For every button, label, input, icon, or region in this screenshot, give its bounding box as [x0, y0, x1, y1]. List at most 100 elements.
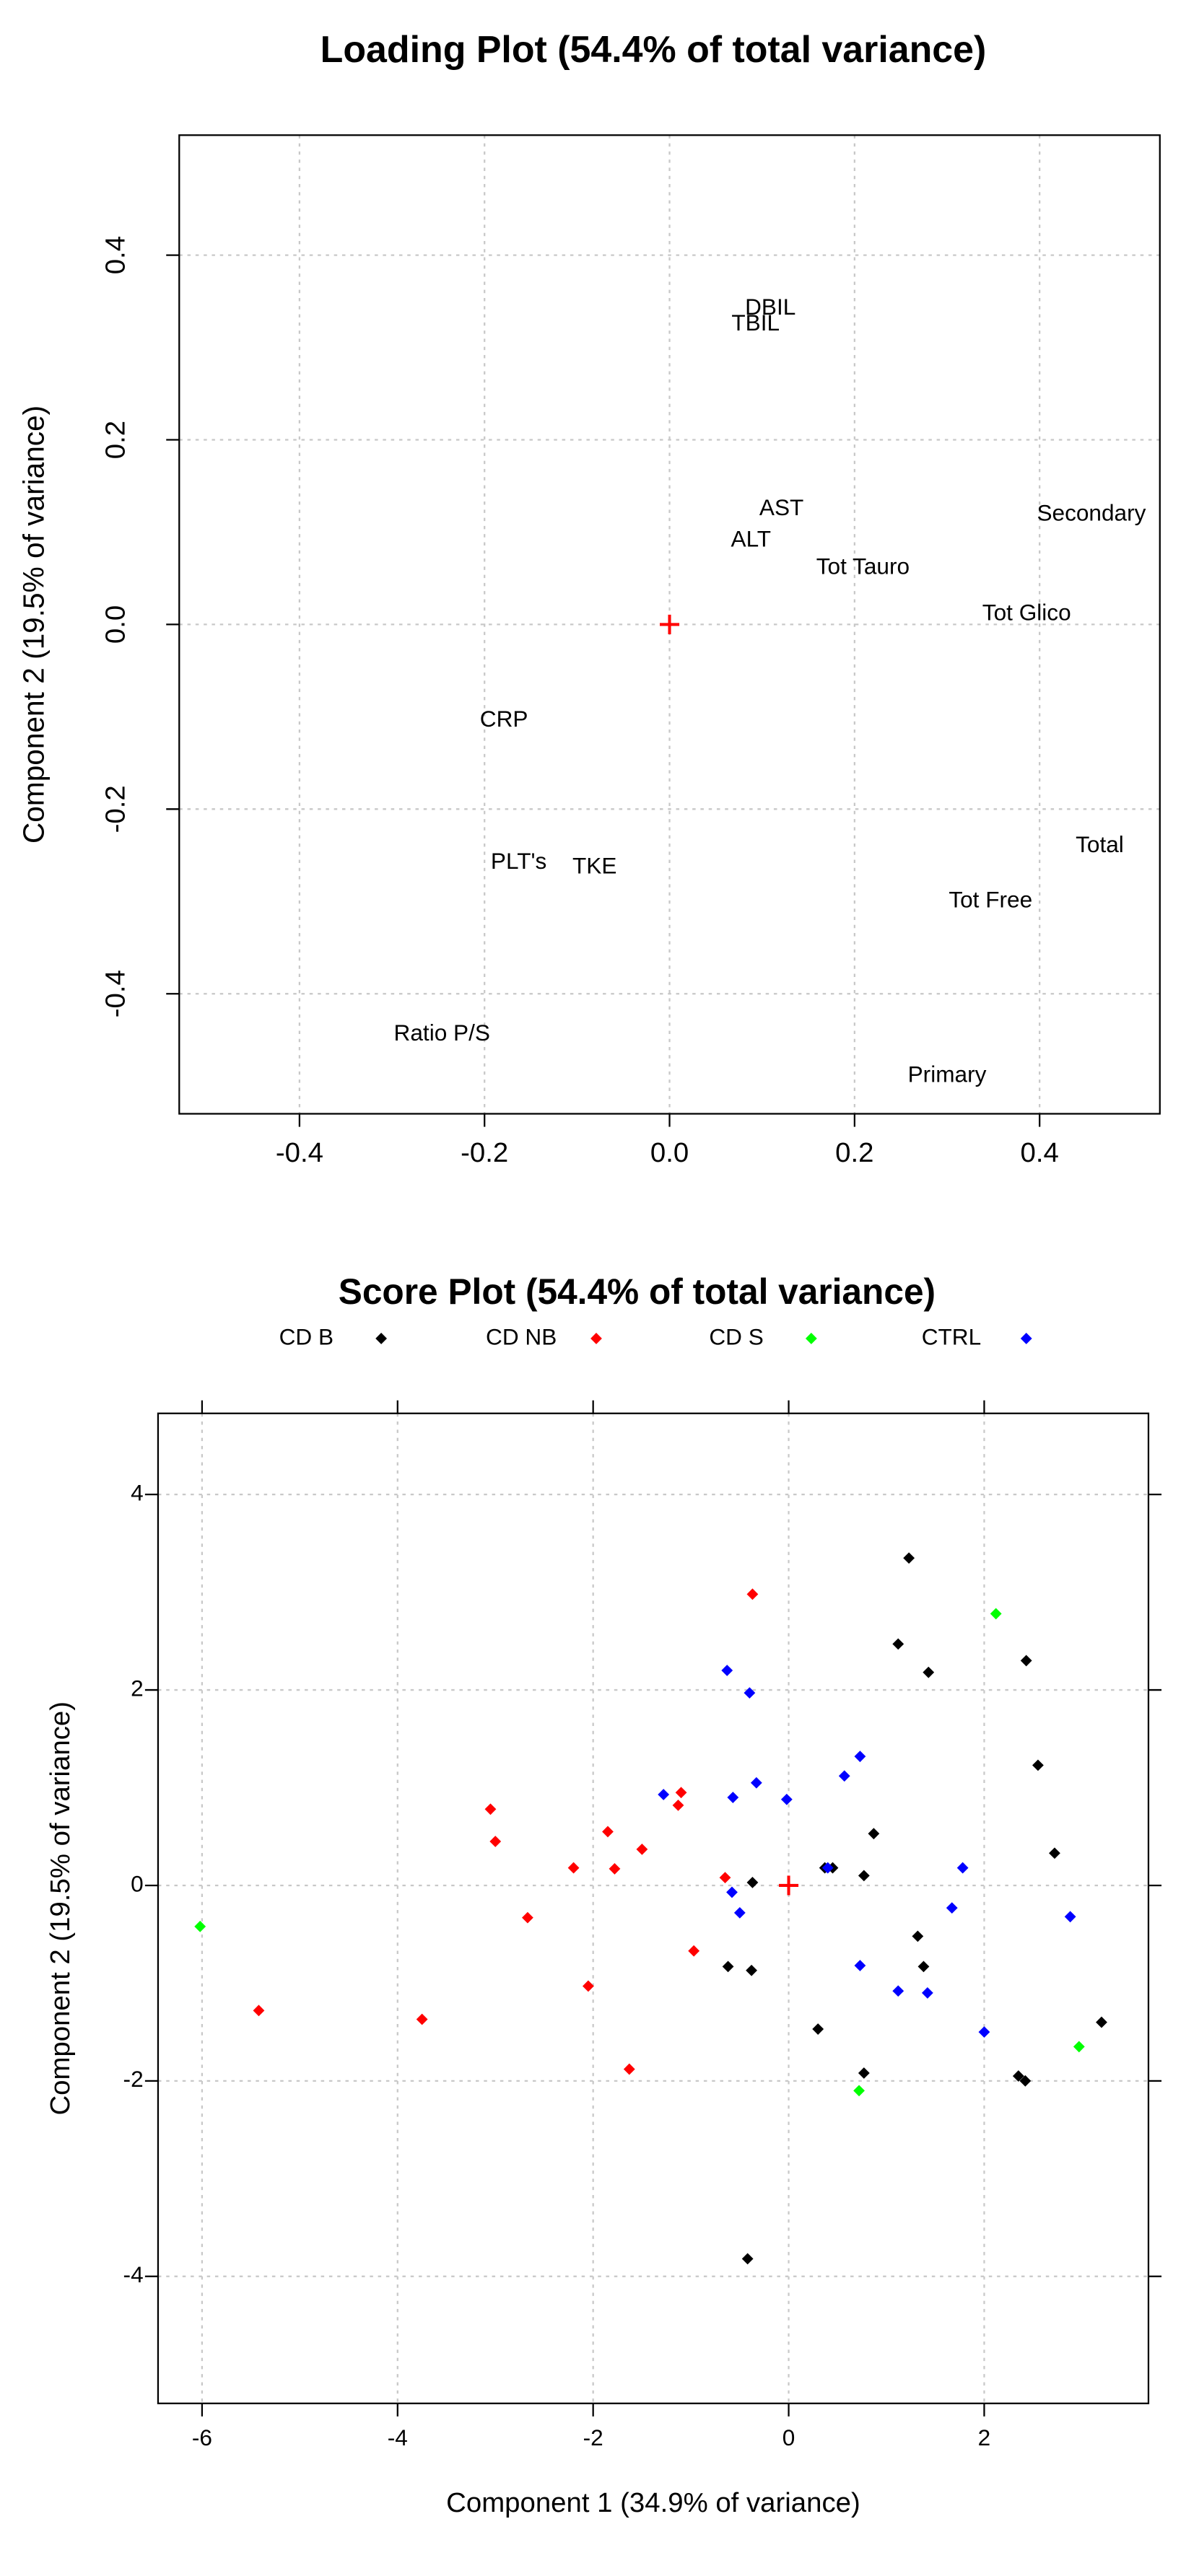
score-point — [416, 2013, 428, 2025]
score-plot: Score Plot (54.4% of total variance) Comp… — [45, 1271, 1162, 2518]
x-tick-label: 2 — [978, 2424, 991, 2450]
x-tick-label: 0 — [782, 2424, 795, 2450]
y-axis-label: Component 2 (19.5% of variance) — [45, 1701, 76, 2116]
score-point — [602, 1826, 614, 1838]
y-axis-label: Component 2 (19.5% of variance) — [17, 406, 50, 844]
y-tick-label: -2 — [123, 2066, 144, 2092]
loading-label: PLT's — [491, 848, 546, 874]
loading-label: TKE — [572, 852, 616, 878]
loading-label: TBIL — [731, 310, 780, 336]
score-point — [727, 1792, 739, 1803]
score-point — [868, 1828, 880, 1840]
score-point — [672, 1799, 684, 1811]
x-tick-label: -0.4 — [276, 1137, 323, 1168]
x-tick-label: -0.2 — [461, 1137, 508, 1168]
score-point — [921, 1987, 933, 1999]
score-point — [892, 1638, 904, 1650]
score-point — [658, 1789, 670, 1800]
score-point — [746, 1964, 757, 1976]
score-point — [812, 2023, 824, 2035]
loading-plot: Loading Plot (54.4% of total variance) Co… — [17, 28, 1161, 1281]
score-point — [746, 1588, 759, 1600]
y-tick-label: -4 — [123, 2261, 144, 2287]
score-point — [567, 1862, 580, 1874]
score-point — [688, 1945, 700, 1957]
legend-label: CTRL — [922, 1323, 981, 1349]
plot-frame — [178, 134, 1161, 1115]
x-tick-label: 0.2 — [835, 1137, 873, 1168]
score-point — [858, 1870, 870, 1882]
score-point — [1019, 2075, 1032, 2087]
score-point — [854, 1960, 866, 1971]
loading-label: Secondary — [1037, 500, 1146, 526]
plot-frame — [157, 1412, 1150, 2404]
score-point — [726, 1886, 738, 1898]
x-axis-label: Component 1 (34.9% of variance) — [446, 2487, 860, 2518]
score-point — [722, 1961, 734, 1973]
score-point — [741, 2253, 754, 2265]
score-point — [746, 1876, 759, 1888]
chart-title: Score Plot (54.4% of total variance) — [339, 1271, 936, 1312]
score-point — [194, 1920, 206, 1932]
score-point — [721, 1665, 733, 1676]
score-point — [253, 2005, 265, 2017]
legend-label: CD B — [279, 1323, 333, 1349]
score-point — [956, 1862, 969, 1874]
y-tick-label: 0 — [131, 1870, 144, 1896]
score-point — [484, 1803, 497, 1815]
score-point — [892, 1985, 904, 1997]
score-point — [719, 1872, 731, 1884]
score-point — [946, 1902, 958, 1914]
score-point — [1032, 1759, 1044, 1771]
score-point — [903, 1552, 915, 1564]
score-point — [489, 1836, 502, 1847]
legend-marker — [375, 1333, 388, 1344]
loading-label: AST — [759, 494, 803, 520]
score-point — [583, 1980, 594, 1992]
score-point — [780, 1793, 793, 1805]
legend-label: CD NB — [486, 1323, 557, 1349]
x-tick-label: 0.4 — [1021, 1137, 1059, 1168]
legend-marker — [805, 1333, 817, 1344]
score-point — [609, 1863, 621, 1875]
y-tick-label: 4 — [131, 1480, 144, 1506]
x-tick-label: -6 — [192, 2424, 212, 2450]
x-axis-label: Component 1 (34.9% of variance) — [450, 1248, 889, 1281]
y-tick-label: -0.4 — [100, 970, 131, 1017]
loading-label: Total — [1076, 831, 1124, 857]
legend-marker — [590, 1333, 602, 1344]
y-tick-label: -0.2 — [100, 785, 131, 833]
score-point — [623, 2063, 635, 2075]
score-point — [1064, 1911, 1076, 1923]
loading-label: Tot Free — [949, 887, 1032, 913]
x-tick-label: -4 — [388, 2424, 408, 2450]
score-point — [853, 2085, 865, 2097]
score-point — [1012, 2070, 1024, 2082]
y-tick-label: 0.0 — [100, 605, 131, 644]
chart-title: Loading Plot (54.4% of total variance) — [321, 28, 987, 70]
score-point — [1073, 2041, 1085, 2053]
score-point — [923, 1666, 935, 1678]
x-tick-label: -2 — [583, 2424, 603, 2450]
loading-label: Ratio P/S — [394, 1020, 490, 1046]
loading-label: Tot Glico — [982, 600, 1071, 626]
score-point — [675, 1787, 687, 1799]
score-point — [733, 1906, 746, 1919]
loading-label: Tot Tauro — [816, 553, 910, 579]
score-point — [636, 1843, 648, 1855]
loading-label: Primary — [908, 1061, 987, 1087]
x-tick-label: 0.0 — [650, 1137, 689, 1168]
score-point — [1049, 1847, 1060, 1859]
score-point — [990, 1608, 1002, 1620]
score-point — [917, 1961, 930, 1973]
y-tick-label: 0.4 — [100, 236, 131, 274]
loading-label: DBIL — [745, 294, 795, 320]
legend-label: CD S — [709, 1323, 763, 1349]
score-point — [858, 2067, 870, 2079]
loading-label: ALT — [731, 525, 772, 551]
score-point — [1096, 2016, 1107, 2028]
legend-marker — [1020, 1333, 1032, 1344]
score-point — [744, 1687, 756, 1699]
